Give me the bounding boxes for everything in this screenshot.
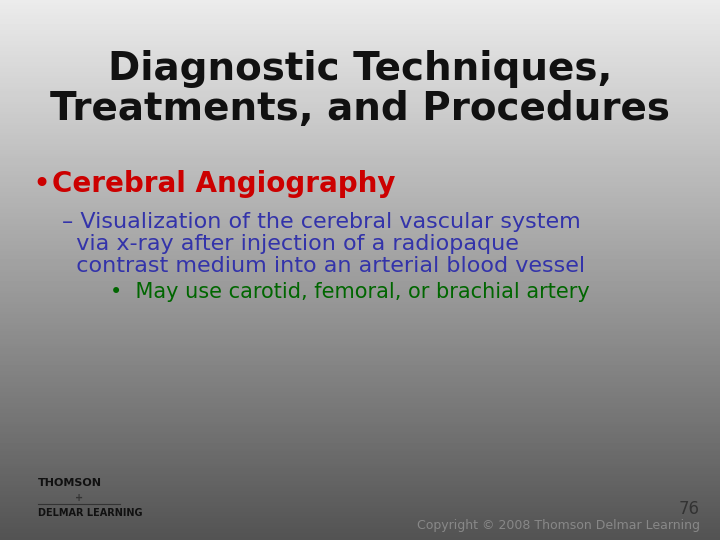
Text: via x-ray after injection of a radiopaque: via x-ray after injection of a radiopaqu… <box>62 234 519 254</box>
Text: •: • <box>32 170 50 199</box>
Text: 76: 76 <box>679 500 700 518</box>
Text: Copyright © 2008 Thomson Delmar Learning: Copyright © 2008 Thomson Delmar Learning <box>417 519 700 532</box>
Text: DELMAR LEARNING: DELMAR LEARNING <box>38 508 143 518</box>
Text: Cerebral Angiography: Cerebral Angiography <box>52 170 395 198</box>
Text: THOMSON: THOMSON <box>38 478 102 488</box>
Text: Treatments, and Procedures: Treatments, and Procedures <box>50 90 670 128</box>
Text: •  May use carotid, femoral, or brachial artery: • May use carotid, femoral, or brachial … <box>110 282 590 302</box>
Text: – Visualization of the cerebral vascular system: – Visualization of the cerebral vascular… <box>62 212 581 232</box>
Text: Diagnostic Techniques,: Diagnostic Techniques, <box>108 50 612 88</box>
Text: +: + <box>75 493 83 503</box>
Text: contrast medium into an arterial blood vessel: contrast medium into an arterial blood v… <box>62 256 585 276</box>
